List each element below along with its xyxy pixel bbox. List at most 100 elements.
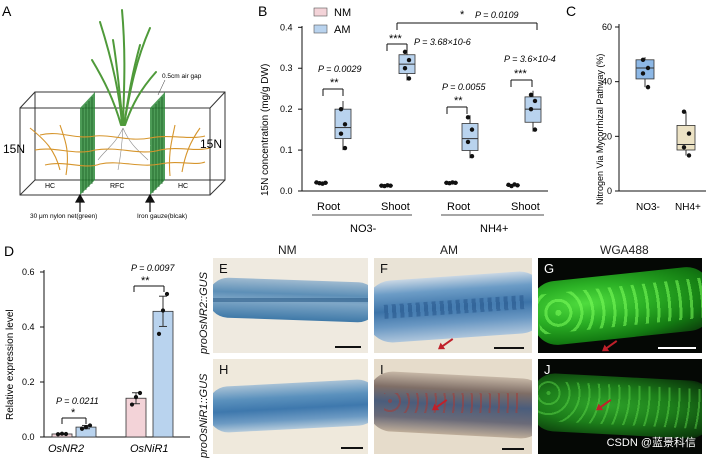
panel-b-point bbox=[528, 92, 534, 98]
panel-d-ytick-label: 0.4 bbox=[22, 322, 35, 332]
panel-b-s4: *** bbox=[514, 68, 528, 80]
panel-b-xtick-shoot-1: Shoot bbox=[381, 201, 410, 213]
panel-label-g: G bbox=[544, 261, 555, 276]
micrograph-e: E bbox=[213, 258, 368, 353]
nylon-net-right bbox=[150, 92, 165, 195]
arbuscule-arrow bbox=[604, 340, 618, 350]
compartment-hc-left: HC bbox=[45, 183, 55, 190]
panel-b-ytick-label: 0.1 bbox=[280, 145, 293, 155]
panel-label-c: C bbox=[566, 3, 576, 19]
panel-b-point bbox=[338, 106, 344, 112]
panel-label-i: I bbox=[380, 362, 384, 377]
compartment-rfc: RFC bbox=[110, 183, 124, 190]
panel-c-box bbox=[635, 59, 655, 80]
panel-label-f: F bbox=[380, 261, 388, 276]
panel-d-p2: P = 0.0097 bbox=[131, 263, 175, 273]
panel-b-point bbox=[406, 57, 412, 63]
panel-c-ytick-label: 20 bbox=[602, 131, 612, 141]
panel-b-s1: ** bbox=[330, 77, 339, 89]
pointer-arrows bbox=[74, 193, 156, 212]
panel-c-ytick-label: 60 bbox=[602, 22, 612, 32]
panel-d-ytick-label: 0.2 bbox=[22, 377, 35, 387]
panel-b-ytick-label: 0.3 bbox=[280, 63, 293, 73]
row-label-osnir1: proOsNiR1::GUS bbox=[198, 373, 210, 458]
fungal-hyphae bbox=[29, 124, 211, 177]
panel-label-a: A bbox=[2, 3, 12, 19]
panel-d-ytick-label: 0.0 bbox=[22, 432, 35, 442]
panel-d-point bbox=[87, 423, 93, 428]
panel-label-b: B bbox=[258, 3, 267, 19]
isotope-label-left: 15N bbox=[3, 142, 25, 156]
panel-d-point bbox=[137, 390, 143, 396]
panel-b-point bbox=[465, 115, 471, 120]
panel-b-point bbox=[402, 66, 408, 71]
panel-label-h: H bbox=[219, 362, 229, 377]
panel-label-d: D bbox=[4, 243, 14, 259]
column-header-am: AM bbox=[440, 243, 458, 257]
panel-b-s2: *** bbox=[389, 33, 403, 45]
scale-bar bbox=[494, 347, 524, 349]
panel-b-point bbox=[469, 127, 475, 132]
panel-d-point bbox=[83, 425, 89, 430]
micrograph-j: J CSDN @蓝景科信 bbox=[538, 359, 702, 454]
panel-d-gene-osnir1: OsNiR1 bbox=[130, 443, 169, 455]
panel-b-point bbox=[323, 180, 328, 186]
panel-b-p1: P = 0.0029 bbox=[318, 64, 361, 74]
panel-b-xtick-root-2: Root bbox=[447, 201, 470, 213]
panel-d-point bbox=[164, 291, 170, 297]
scale-bar bbox=[502, 448, 524, 450]
legend-label-am: AM bbox=[334, 24, 351, 36]
panel-b-ylabel: 15N concentration (mg/g DW) bbox=[260, 64, 271, 196]
panel-b-point bbox=[515, 183, 520, 188]
panel-b-point bbox=[532, 127, 538, 132]
scale-bar bbox=[335, 346, 361, 348]
legend-swatch-nm bbox=[313, 7, 328, 17]
panel-d-ylabel: Relative expression level bbox=[5, 309, 16, 420]
panel-d-ytick-label: 0.6 bbox=[22, 267, 35, 277]
micrograph-i: I bbox=[374, 359, 532, 454]
panel-b-point bbox=[453, 180, 458, 186]
panel-c-point bbox=[686, 131, 692, 136]
panel-label-j: J bbox=[544, 362, 551, 377]
scale-bar bbox=[341, 447, 363, 449]
panel-b-xtick-shoot-2: Shoot bbox=[511, 201, 540, 213]
panel-d-point bbox=[160, 308, 166, 313]
panel-c-xtick-no3: NO3- bbox=[636, 202, 660, 213]
panel-d-s1: * bbox=[71, 407, 76, 419]
arbuscule-arrow bbox=[440, 338, 454, 348]
compartment-hc-right: HC bbox=[178, 183, 188, 190]
panel-b-box-am bbox=[461, 123, 479, 151]
panel-b-group-no3: NO3- bbox=[350, 223, 377, 235]
column-header-nm: NM bbox=[278, 243, 297, 257]
panel-d-point bbox=[79, 426, 85, 431]
panel-b-p5: P = 0.0109 bbox=[475, 10, 518, 20]
panel-b-ytick-label: 0.4 bbox=[280, 22, 293, 32]
panel-d-point bbox=[129, 402, 135, 407]
panel-d-s2: ** bbox=[141, 275, 150, 287]
row-label-osnr2: proOsNR2::GUS bbox=[198, 272, 210, 354]
panel-b-ytick-label: 0.0 bbox=[280, 186, 293, 196]
panel-b-boxplot: NM AM 15N concentration (mg/g DW) 0.0 0.1… bbox=[260, 7, 556, 235]
panel-b-p3: P = 0.0055 bbox=[442, 82, 486, 92]
panel-d-point bbox=[55, 432, 61, 437]
panel-b-point bbox=[532, 98, 538, 104]
panel-d-point bbox=[59, 431, 65, 436]
panel-c-point bbox=[681, 145, 687, 150]
panel-c-ytick-label: 0 bbox=[607, 186, 612, 196]
panel-b-group-nh4: NH4+ bbox=[480, 223, 508, 235]
panel-d-p1: P = 0.0211 bbox=[56, 396, 99, 406]
panel-c-point bbox=[640, 71, 646, 76]
panel-c-xtick-nh4: NH4+ bbox=[675, 202, 701, 213]
isotope-label-right: 15N bbox=[200, 137, 222, 151]
panel-d-point bbox=[156, 331, 162, 336]
micrograph-g: G bbox=[538, 258, 702, 353]
panel-b-s3: ** bbox=[454, 95, 463, 107]
panel-c-box bbox=[676, 125, 696, 151]
column-header-wga488: WGA488 bbox=[600, 243, 649, 257]
panel-d-point bbox=[133, 395, 139, 400]
panel-a-diagram: 15N 15N 0.5cm air gap HC RFC HC 30 μm ny… bbox=[3, 9, 226, 220]
panel-b-point bbox=[406, 76, 412, 81]
legend-swatch-am bbox=[313, 24, 328, 34]
panel-c-point bbox=[686, 153, 692, 158]
